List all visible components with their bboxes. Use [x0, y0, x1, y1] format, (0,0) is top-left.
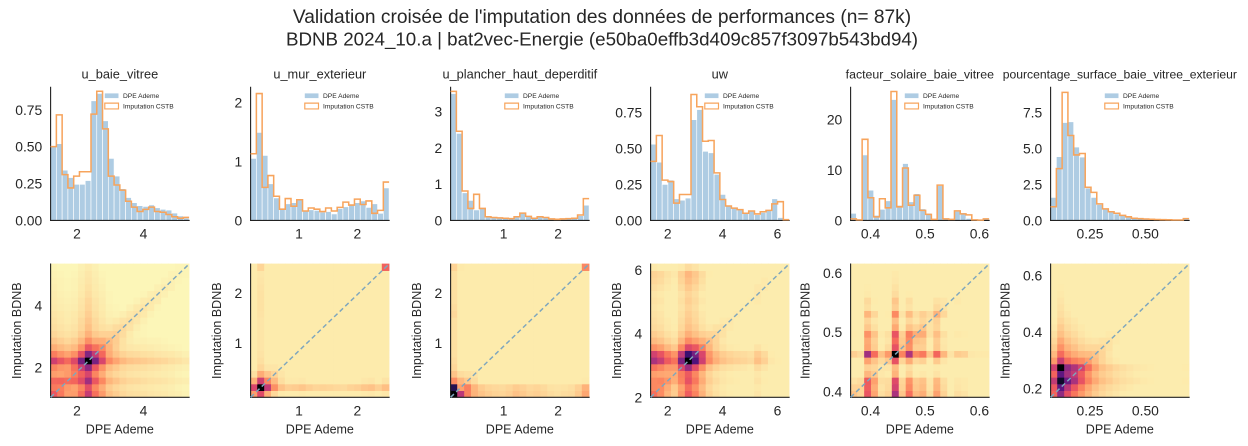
svg-text:0.6: 0.6: [823, 265, 843, 281]
svg-text:2: 2: [435, 140, 443, 156]
svg-text:DPE Ademe: DPE Ademe: [123, 93, 160, 100]
svg-text:u_plancher_haut_deperditif: u_plancher_haut_deperditif: [442, 67, 597, 82]
svg-text:10: 10: [827, 162, 843, 178]
svg-text:0: 0: [435, 212, 443, 228]
svg-text:2: 2: [73, 225, 81, 241]
svg-text:4: 4: [140, 225, 148, 241]
svg-text:0.00: 0.00: [15, 212, 42, 228]
svg-text:1: 1: [435, 335, 443, 351]
svg-text:0.50: 0.50: [15, 139, 42, 155]
svg-text:20: 20: [827, 112, 843, 128]
svg-text:2: 2: [73, 402, 81, 418]
svg-text:Imputation BDNB: Imputation BDNB: [410, 282, 424, 379]
svg-text:u_baie_vitree: u_baie_vitree: [82, 67, 159, 82]
svg-text:Imputation CSTB: Imputation CSTB: [1123, 104, 1174, 111]
svg-text:2.5: 2.5: [1023, 176, 1043, 192]
svg-text:Imputation BDNB: Imputation BDNB: [798, 282, 812, 379]
svg-text:0.75: 0.75: [15, 102, 42, 118]
svg-text:0.25: 0.25: [1076, 225, 1103, 241]
svg-text:7.5: 7.5: [1023, 105, 1043, 121]
svg-text:1: 1: [435, 176, 443, 192]
svg-text:0.4: 0.4: [1023, 324, 1043, 340]
svg-text:0: 0: [835, 212, 843, 228]
svg-text:DPE Ademe: DPE Ademe: [723, 93, 760, 100]
svg-text:0.5: 0.5: [823, 324, 843, 340]
svg-text:DPE Ademe: DPE Ademe: [923, 93, 960, 100]
svg-text:2: 2: [664, 402, 672, 418]
svg-text:Imputation BDNB: Imputation BDNB: [10, 282, 24, 379]
svg-text:2: 2: [235, 94, 243, 110]
svg-text:Imputation BDNB: Imputation BDNB: [998, 282, 1012, 379]
svg-text:0.2: 0.2: [1023, 381, 1043, 397]
svg-text:2: 2: [235, 285, 243, 301]
svg-text:BDNB 2024_10.a | bat2vec-Energ: BDNB 2024_10.a | bat2vec-Energie (e50ba0…: [286, 29, 918, 51]
svg-text:uw: uw: [712, 67, 729, 82]
svg-text:2: 2: [435, 285, 443, 301]
svg-text:0.00: 0.00: [615, 212, 642, 228]
svg-text:Imputation BDNB: Imputation BDNB: [610, 282, 624, 379]
svg-text:0.25: 0.25: [1076, 402, 1103, 418]
svg-text:DPE Ademe: DPE Ademe: [286, 423, 354, 437]
svg-text:6: 6: [774, 225, 782, 241]
svg-text:0.50: 0.50: [1132, 402, 1159, 418]
svg-text:DPE Ademe: DPE Ademe: [1086, 423, 1154, 437]
svg-text:DPE Ademe: DPE Ademe: [1123, 93, 1160, 100]
svg-text:DPE Ademe: DPE Ademe: [323, 93, 360, 100]
svg-text:0.4: 0.4: [823, 383, 843, 399]
svg-text:DPE Ademe: DPE Ademe: [523, 93, 560, 100]
svg-text:Imputation CSTB: Imputation CSTB: [523, 104, 574, 111]
svg-text:0.6: 0.6: [970, 225, 990, 241]
svg-text:Validation croisée de l'imputa: Validation croisée de l'imputation des d…: [293, 7, 911, 28]
svg-text:DPE Ademe: DPE Ademe: [886, 423, 954, 437]
svg-text:Imputation BDNB: Imputation BDNB: [210, 282, 224, 379]
svg-text:2: 2: [554, 225, 562, 241]
svg-text:3: 3: [435, 104, 443, 120]
svg-text:0.25: 0.25: [615, 176, 642, 192]
svg-text:Imputation CSTB: Imputation CSTB: [123, 104, 174, 111]
svg-text:Imputation CSTB: Imputation CSTB: [323, 104, 374, 111]
svg-text:2: 2: [554, 402, 562, 418]
svg-text:6: 6: [635, 262, 643, 278]
svg-text:4: 4: [140, 402, 148, 418]
svg-text:DPE Ademe: DPE Ademe: [86, 423, 154, 437]
svg-text:4: 4: [35, 298, 43, 314]
svg-text:2: 2: [354, 402, 362, 418]
svg-text:DPE Ademe: DPE Ademe: [686, 423, 754, 437]
svg-text:6: 6: [774, 402, 782, 418]
svg-text:1: 1: [235, 153, 243, 169]
svg-text:1: 1: [500, 225, 508, 241]
svg-text:0.25: 0.25: [15, 176, 42, 192]
svg-text:0.4: 0.4: [861, 225, 881, 241]
svg-text:0.75: 0.75: [615, 105, 642, 121]
svg-text:0: 0: [235, 212, 243, 228]
svg-text:1: 1: [235, 335, 243, 351]
svg-text:1: 1: [295, 225, 303, 241]
svg-text:facteur_solaire_baie_vitree: facteur_solaire_baie_vitree: [846, 68, 995, 82]
svg-text:0.5: 0.5: [915, 225, 935, 241]
svg-text:2: 2: [664, 225, 672, 241]
svg-text:Imputation CSTB: Imputation CSTB: [723, 104, 774, 111]
svg-text:1: 1: [500, 402, 508, 418]
svg-text:2: 2: [635, 389, 643, 405]
svg-text:u_mur_exterieur: u_mur_exterieur: [273, 67, 367, 82]
svg-text:0.50: 0.50: [615, 140, 642, 156]
svg-text:0.6: 0.6: [1023, 268, 1043, 284]
svg-text:2: 2: [354, 225, 362, 241]
svg-text:pourcentage_surface_baie_vitre: pourcentage_surface_baie_vitree_exterieu…: [1003, 68, 1237, 82]
svg-text:Imputation CSTB: Imputation CSTB: [923, 104, 974, 111]
svg-text:1: 1: [295, 402, 303, 418]
svg-text:4: 4: [635, 326, 643, 342]
svg-text:0.4: 0.4: [861, 402, 881, 418]
svg-text:0.50: 0.50: [1132, 225, 1159, 241]
svg-text:0.6: 0.6: [970, 402, 990, 418]
svg-text:5.0: 5.0: [1023, 140, 1043, 156]
svg-text:2: 2: [35, 359, 43, 375]
svg-text:0.5: 0.5: [915, 402, 935, 418]
svg-text:4: 4: [719, 402, 727, 418]
svg-text:DPE Ademe: DPE Ademe: [486, 423, 554, 437]
svg-text:4: 4: [719, 225, 727, 241]
svg-text:0.0: 0.0: [1023, 212, 1043, 228]
